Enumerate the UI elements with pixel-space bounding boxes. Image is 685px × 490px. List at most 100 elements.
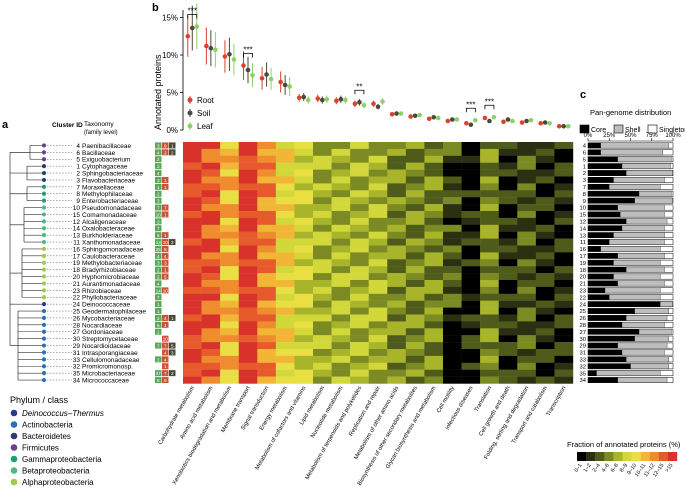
data-point [519,120,525,125]
heatmap-cell [480,300,499,308]
heatmap-cell [220,335,239,343]
shell-segment [609,184,661,190]
heatmap-cell [554,162,574,170]
heatmap-cell [517,245,537,253]
core-segment [588,149,601,155]
family-name: Streptomycetaceae [82,336,138,343]
heatmap-cell [480,211,499,219]
heatmap-cell [201,266,221,274]
data-point [389,111,395,117]
shell-segment [609,239,665,245]
heatmap-cell [480,217,499,225]
heatmap-cell [257,224,277,232]
heatmap-cell [387,328,407,336]
heatmap-cell [480,280,499,288]
phylum-label: Gammaproteobacteria [22,455,102,464]
heatmap-cell [443,376,462,384]
heatmap-cell [554,369,574,377]
data-point [371,101,376,107]
heatmap-cell [275,342,295,350]
axis-tick-label: 100% [665,133,681,139]
bar-cluster-id: 31 [580,351,586,357]
core-segment [588,349,622,356]
heatmap-cell [331,314,351,322]
heatmap-cell [387,349,407,357]
heatmap-cell [368,217,388,225]
heatmap-cell [405,328,425,336]
heatmap-cell [275,204,295,212]
legend-bin [604,452,614,461]
bar-cluster-id: 22 [580,295,586,301]
heatmap-cell [461,231,481,239]
axis-tick-label: 75% [646,133,659,139]
core-segment [588,377,618,383]
heatmap-cell [220,369,239,377]
heatmap-cell [461,286,481,294]
heatmap-cell [331,231,351,239]
heatmap-cell [498,217,518,225]
tree-tip [41,184,47,189]
heatmap-cell [405,314,425,322]
heatmap-cell [275,335,295,343]
genome-count-box [162,183,169,190]
heatmap-cell [220,280,239,288]
heatmap-cell [350,259,369,267]
genome-count-box [169,370,176,377]
data-point [338,96,344,102]
heatmap-cell [498,342,518,350]
heatmap-cell [517,231,537,239]
heatmap-cell [443,148,462,156]
heatmap-cell [554,314,574,322]
core-segment [588,198,635,204]
cluster-id: 17 [73,253,81,260]
heatmap-cell [275,176,295,184]
heatmap-cell [498,183,518,191]
heatmap-cell [517,169,537,177]
heatmap-cell [443,142,462,150]
heatmap-cell [498,252,518,260]
heatmap-cell [294,231,314,239]
heatmap-cell [350,307,369,315]
shell-segment [621,349,665,356]
pangenome-legend: Core Shell Singletons [579,124,685,134]
bar-cluster-id: 13 [580,233,586,239]
pangenome-axis: 0% 25% 50% 75% 100% [584,133,681,142]
heatmap-cell [294,155,314,163]
heatmap-cell [331,349,351,357]
heatmap-cell [183,266,202,274]
heatmap-cell [183,362,202,370]
heatmap-cell [294,335,314,343]
legend-bin [658,452,669,461]
heatmap-cell [294,142,314,150]
heatmap-cell [517,342,537,350]
heatmap-cell [275,231,295,239]
heatmap-cell [220,204,239,212]
heatmap-cell [275,349,295,357]
heatmap-cell [480,204,499,212]
genome-count: 14 [156,288,162,293]
heatmap-cell [424,259,444,267]
heatmap-cell [498,176,518,184]
heatmap-cell [201,155,221,163]
heatmap-cell [257,231,277,239]
data-point [278,79,283,85]
heatmap-cell [220,293,239,301]
heatmap-cell [313,183,332,191]
heatmap-cell [535,245,555,253]
genome-count: 3 [157,219,160,224]
heatmap-cell [220,259,239,267]
significance-label: *** [188,7,197,16]
heatmap-cell [257,155,277,163]
heatmap-cell [498,197,518,205]
heatmap-cell [405,335,425,343]
heatmap-cell [517,307,537,315]
heatmap-cell [405,286,425,294]
heatmap-cell [350,245,369,253]
heatmap-cell [480,245,499,253]
heatmap-cell [201,169,221,177]
data-point [319,97,325,103]
heatmap-cell [443,286,462,294]
data-point [473,117,478,123]
heatmap-cell [257,307,277,315]
